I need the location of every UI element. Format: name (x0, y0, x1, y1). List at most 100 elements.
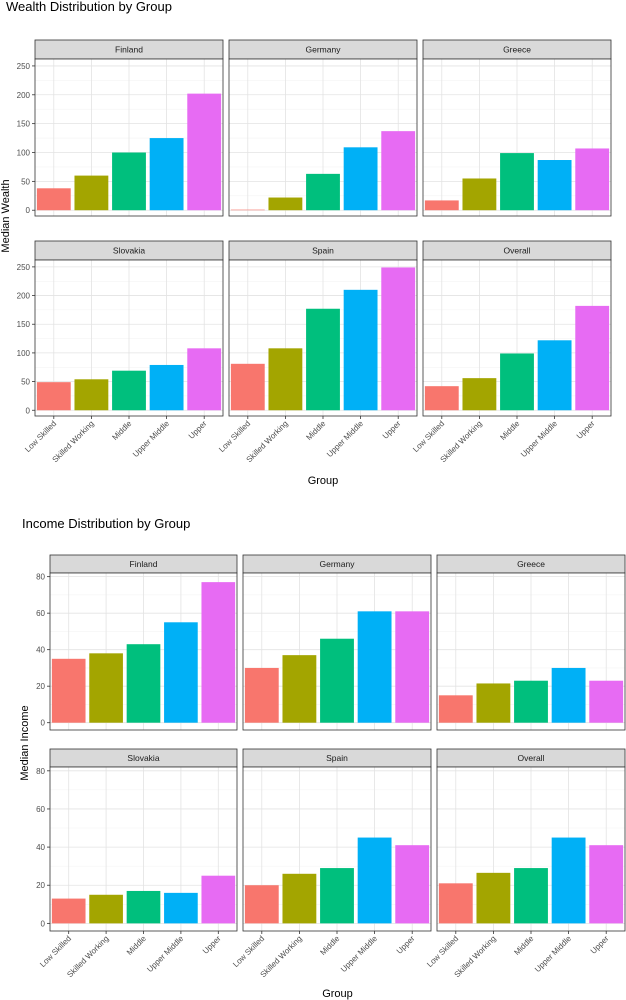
y-tick-label: 50 (21, 378, 30, 387)
facet-label: Germany (320, 559, 356, 569)
y-tick-label: 60 (36, 805, 45, 814)
x-tick-label: Upper (381, 419, 403, 441)
y-tick-label: 200 (17, 91, 31, 100)
bar-overall-low-skilled (424, 386, 459, 411)
bar-finland-upper (187, 93, 222, 211)
bar-germany-upper (381, 131, 416, 211)
y-axis-title: Median Wealth (0, 179, 12, 252)
x-tick-label: Upper Middle (339, 934, 379, 974)
y-tick-label: 0 (41, 919, 46, 928)
bar-greece-upper (589, 680, 624, 723)
bar-slovakia-middle (126, 890, 161, 924)
bar-slovakia-skilled-working (89, 894, 123, 924)
bar-greece-skilled-working (462, 178, 497, 211)
bar-finland-upper (201, 582, 236, 723)
bar-overall-low-skilled (438, 883, 473, 924)
bar-greece-low-skilled (438, 695, 473, 723)
x-tick-label: Upper Middle (131, 419, 171, 459)
facet-label: Greece (503, 45, 531, 55)
bar-spain-upper (395, 845, 430, 924)
facet-label: Slovakia (127, 753, 159, 763)
bar-greece-upper-middle (551, 667, 586, 723)
y-tick-label: 50 (21, 177, 30, 186)
panel-border (242, 572, 432, 731)
bar-overall-upper (575, 305, 610, 411)
bar-finland-low-skilled (36, 188, 71, 211)
bar-spain-low-skilled (244, 885, 279, 924)
bar-finland-low-skilled (51, 658, 86, 723)
x-tick-label: Middle (110, 419, 133, 442)
y-tick-label: 0 (41, 719, 46, 728)
x-tick-label: Upper Middle (519, 419, 559, 459)
y-tick-label: 60 (36, 609, 45, 618)
x-tick-label: Middle (125, 934, 148, 957)
facet-label: Spain (312, 246, 334, 256)
bar-germany-skilled-working (282, 655, 317, 723)
bar-finland-middle (112, 152, 146, 211)
y-tick-label: 20 (36, 682, 45, 691)
panel-border (422, 58, 612, 217)
bar-spain-upper-middle (343, 289, 378, 411)
bar-slovakia-skilled-working (74, 379, 109, 411)
panel-border (436, 572, 626, 731)
x-tick-label: Low Skilled (231, 934, 266, 969)
bar-slovakia-upper (201, 875, 236, 924)
income-chart: Income Distribution by Group Group Median … (19, 516, 626, 1000)
bar-germany-middle (306, 173, 340, 211)
chart-title: Wealth Distribution by Group (6, 0, 172, 14)
panel-border (228, 58, 418, 217)
bar-finland-upper-middle (164, 622, 198, 723)
facet-label: Spain (326, 753, 348, 763)
bar-spain-middle (320, 868, 354, 924)
bar-germany-low-skilled (230, 209, 265, 211)
y-tick-label: 200 (17, 292, 31, 301)
facet-panel-greece: Greece (422, 39, 612, 217)
x-tick-label: Low Skilled (425, 934, 460, 969)
bar-germany-middle (320, 638, 354, 723)
bar-slovakia-low-skilled (51, 898, 86, 924)
y-tick-label: 0 (26, 406, 31, 415)
x-tick-label: Upper Middle (145, 934, 185, 974)
wealth-chart: Wealth Distribution by Group Group Median … (0, 0, 612, 487)
y-tick-label: 250 (17, 62, 31, 71)
bar-greece-skilled-working (476, 683, 511, 723)
x-tick-label: Low Skilled (38, 934, 73, 969)
x-tick-label: Middle (304, 419, 327, 442)
y-tick-label: 20 (36, 881, 45, 890)
facet-label: Overall (518, 753, 545, 763)
x-tick-label: Middle (318, 934, 341, 957)
bar-slovakia-upper-middle (164, 892, 198, 924)
y-tick-label: 100 (17, 349, 31, 358)
bar-germany-upper (395, 611, 430, 723)
y-tick-label: 250 (17, 263, 31, 272)
chart-title: Income Distribution by Group (22, 516, 190, 531)
x-tick-label: Upper Middle (325, 419, 365, 459)
x-tick-label: Middle (498, 419, 521, 442)
y-tick-label: 100 (17, 149, 31, 158)
panel-border (49, 572, 238, 731)
bar-greece-upper (575, 148, 610, 211)
y-tick-label: 80 (36, 573, 45, 582)
y-tick-label: 0 (26, 206, 31, 215)
facet-label: Finland (130, 559, 158, 569)
x-tick-label: Upper (575, 419, 597, 441)
bar-spain-upper (381, 267, 416, 411)
y-tick-label: 40 (36, 843, 45, 852)
x-axis-title: Group (308, 475, 339, 487)
bar-greece-middle (514, 680, 548, 723)
y-tick-label: 80 (36, 767, 45, 776)
bar-slovakia-upper-middle (149, 364, 184, 411)
facet-label: Finland (115, 45, 143, 55)
x-tick-label: Low Skilled (217, 419, 252, 454)
bar-spain-low-skilled (230, 363, 265, 411)
x-tick-label: Low Skilled (411, 419, 446, 454)
y-tick-label: 150 (17, 120, 31, 129)
facet-label: Overall (504, 246, 531, 256)
bar-greece-middle (500, 153, 534, 211)
facet-panel-greece: Greece (436, 554, 626, 731)
bar-finland-skilled-working (89, 653, 123, 723)
